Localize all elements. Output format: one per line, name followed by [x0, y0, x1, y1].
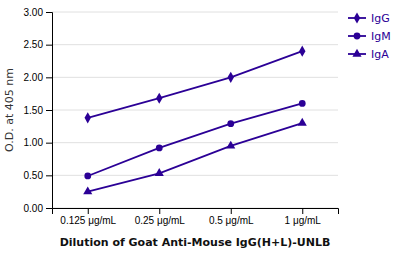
y-tick-label: 1.50: [24, 105, 44, 116]
grid-line: [52, 175, 338, 176]
series-group: [83, 46, 307, 195]
x-tick-mark: [302, 208, 303, 214]
series-line: [88, 51, 303, 118]
point: [156, 145, 163, 152]
grid-line: [52, 12, 338, 13]
point: [156, 93, 162, 104]
x-tick: 0.5 μg/mL: [209, 208, 254, 226]
legend-item: IgA: [348, 48, 389, 61]
legend-label: IgA: [371, 48, 389, 61]
x-tick: 0.25 μg/mL: [135, 208, 186, 226]
x-tick-label: 0.5 μg/mL: [209, 215, 254, 226]
point: [299, 100, 306, 107]
y-tick: 1.50: [24, 105, 52, 116]
series-line: [88, 103, 303, 176]
point: [84, 173, 91, 180]
grid-line: [52, 77, 338, 78]
y-tick-label: 2.00: [24, 72, 44, 83]
point: [85, 112, 91, 123]
plot: 0.000.501.001.502.002.503.000.125 μg/mL0…: [24, 7, 339, 226]
y-axis-title: O.D. at 405 nm: [3, 68, 16, 152]
point: [226, 141, 235, 149]
grid-line: [52, 110, 338, 111]
series-line: [88, 123, 303, 192]
chart: 0.000.501.001.502.002.503.000.125 μg/mL0…: [0, 0, 400, 254]
y-axis: 0.00 0.50 1.00 1.50 2.00 2.50 3.00: [24, 7, 53, 214]
x-tick: 0.125 μg/mL: [60, 208, 116, 226]
y-axis-line: [46, 13, 53, 209]
x-tick-label: 1 μg/mL: [285, 215, 322, 226]
y-tick-mark: [46, 175, 52, 176]
grid: [52, 12, 338, 208]
y-tick: 0.00: [24, 203, 52, 214]
y-tick-label: 3.00: [24, 7, 44, 18]
y-tick-label: 0.00: [24, 203, 44, 214]
y-tick-label: 2.50: [24, 39, 44, 50]
y-tick: 2.00: [24, 72, 52, 83]
x-tick-label: 0.125 μg/mL: [60, 215, 116, 226]
legend-item: IgG: [348, 12, 390, 25]
y-tick-mark: [46, 12, 52, 13]
point: [299, 46, 305, 57]
y-tick-mark: [46, 208, 52, 209]
y-tick-label: 0.50: [24, 170, 44, 181]
point: [298, 118, 307, 126]
legend-swatch-marker: [352, 49, 361, 57]
x-axis-title: Dilution of Goat Anti-Mouse IgG(H+L)-UNL…: [60, 236, 331, 249]
grid-line: [52, 142, 338, 143]
legend: IgG IgM IgA: [348, 12, 391, 61]
legend-label: IgG: [371, 12, 390, 25]
legend-swatch-marker: [354, 12, 360, 23]
y-tick-mark: [46, 110, 52, 111]
x-tick: 1 μg/mL: [285, 208, 322, 226]
y-tick-label: 1.00: [24, 137, 44, 148]
y-tick: 0.50: [24, 170, 52, 181]
x-axis: 0.125 μg/mL 0.25 μg/mL 0.5 μg/mL 1 μg/mL: [53, 208, 339, 226]
series: [83, 118, 307, 194]
point: [227, 120, 234, 127]
legend-item: IgM: [348, 30, 391, 43]
point: [228, 72, 234, 83]
y-tick: 2.50: [24, 39, 52, 50]
x-tick-mark: [88, 208, 89, 214]
x-tick-mark: [159, 208, 160, 214]
grid-line: [52, 44, 338, 45]
y-tick-mark: [46, 45, 52, 46]
y-tick-mark: [46, 143, 52, 144]
point: [155, 168, 164, 176]
point: [83, 186, 92, 194]
y-tick-mark: [46, 77, 52, 78]
x-tick-mark: [231, 208, 232, 214]
y-tick: 1.00: [24, 137, 52, 148]
x-axis-line: [53, 209, 339, 215]
series: [84, 100, 305, 179]
legend-label: IgM: [371, 30, 391, 43]
x-tick-label: 0.25 μg/mL: [135, 215, 186, 226]
legend-swatch-marker: [354, 33, 361, 40]
y-tick: 3.00: [24, 7, 52, 18]
